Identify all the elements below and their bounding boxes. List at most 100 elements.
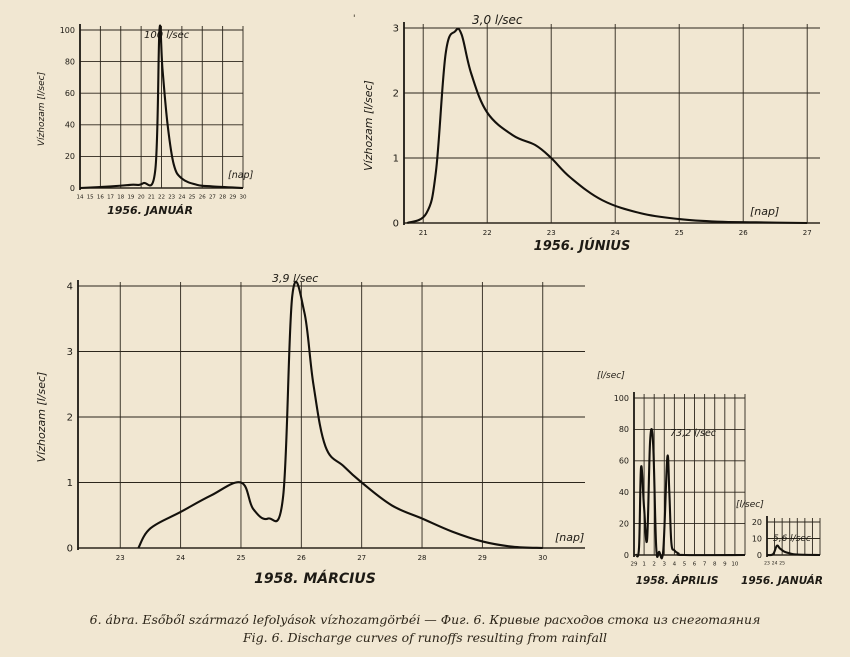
- x-tick-label: 1: [642, 562, 646, 568]
- x-tick-label: 26: [297, 554, 306, 562]
- x-tick-label: 7: [703, 562, 707, 568]
- chart-title: 1958. ÁPRILIS: [636, 574, 719, 587]
- x-tick-label: 14: [77, 195, 84, 201]
- y-tick-label: 100: [60, 26, 75, 35]
- x-tick-label: 18: [117, 195, 124, 201]
- x-tick-label: 9: [723, 562, 727, 568]
- y-tick-label: 0: [70, 184, 75, 193]
- x-tick-label: 29: [631, 562, 638, 568]
- y-tick-label: 0: [67, 544, 73, 555]
- y-axis-label: Vízhozam [l/sec]: [35, 372, 48, 463]
- x-tick-label: 30: [538, 554, 547, 562]
- x-tick-label: 19: [127, 195, 134, 201]
- y-tick-label: 4: [67, 282, 73, 293]
- x-tick-label: 26: [199, 195, 206, 201]
- y-tick-label: 1: [67, 478, 73, 489]
- series-line: [634, 428, 746, 560]
- chart-apr1958: 0 20 40 60 80 100 29 1 2 3 4 5 6 7 8 9 10 [l/sec] 1958. ÁP…: [597, 371, 746, 587]
- chart-jan1956b: 0 10 20 23 24 25 [l/sec] 1956. JANUÁR 5,6 l/sec: [736, 500, 823, 587]
- x-tick-label: 25: [237, 554, 246, 562]
- x-tick-label: 27: [209, 195, 216, 201]
- chart-title: 1958. MÁRCIUS: [254, 570, 376, 587]
- y-axis-label: Vízhozam [l/sec]: [362, 80, 375, 171]
- x-tick-label: 25: [189, 195, 196, 201]
- caption-line-1: 6. ábra. Esőből származó lefolyások vízh…: [89, 612, 761, 627]
- x-tick-label: 28: [418, 554, 427, 562]
- peak-annotation: 5,6 l/sec: [773, 534, 811, 544]
- x-tick-label: 8: [713, 562, 717, 568]
- y-tick-label: 100: [614, 394, 629, 403]
- x-tick-label: 17: [107, 195, 114, 201]
- series-line: [137, 280, 543, 550]
- x-tick-label: 6: [693, 562, 697, 568]
- chart-title: 1956. JANUÁR: [741, 574, 823, 587]
- y-axis-label: Vízhozam [l/sec]: [37, 71, 47, 146]
- peak-annotation: 73,2 l/sec: [670, 428, 717, 439]
- y-tick-label: 3: [393, 24, 399, 35]
- x-tick-label: 20: [138, 195, 145, 201]
- y-tick-label: 80: [619, 425, 629, 434]
- x-tick-label: 25: [675, 229, 684, 237]
- series-line: [766, 544, 821, 557]
- x-tick-label: 5: [683, 562, 687, 568]
- x-tick-label: 25: [779, 561, 785, 567]
- chart-title: 1956. JANUÁR: [107, 204, 193, 217]
- y-tick-label: 0: [393, 219, 399, 230]
- x-tick-label: 27: [357, 554, 366, 562]
- y-tick-label: 20: [752, 518, 762, 527]
- x-tick-label: 16: [97, 195, 104, 201]
- series-line: [79, 24, 244, 190]
- x-tick-label: 4: [673, 562, 677, 568]
- series-line: [406, 27, 808, 225]
- x-tick-label: 23: [168, 195, 175, 201]
- x-tick-label: 2: [652, 562, 656, 568]
- x-tick-label: 21: [148, 195, 155, 201]
- peak-annotation: 3,9 l/sec: [272, 272, 318, 285]
- y-tick-label: 10: [752, 534, 762, 543]
- y-tick-label: 1: [393, 154, 399, 165]
- y-tick-label: 40: [619, 488, 629, 497]
- y-tick-label: 20: [65, 152, 75, 161]
- chart-title: 1956. JÚNIUS: [534, 238, 631, 254]
- figure-dot: ': [353, 14, 356, 24]
- x-tick-label: 29: [478, 554, 487, 562]
- y-tick-label: 60: [65, 89, 75, 98]
- peak-annotation: 3,0 l/sec: [472, 13, 523, 27]
- x-tick-label: 22: [158, 195, 165, 201]
- x-tick-label: 24: [611, 229, 620, 237]
- x-tick-label: 30: [240, 195, 247, 201]
- y-tick-label: 80: [65, 57, 75, 66]
- y-tick-label: 2: [67, 413, 73, 424]
- y-tick-label: 20: [619, 519, 629, 528]
- x-tick-label: 27: [803, 229, 812, 237]
- x-tick-label: 23: [116, 554, 125, 562]
- y-axis-label: [l/sec]: [597, 371, 625, 381]
- x-tick-label: 10: [731, 562, 738, 568]
- caption-line-2: Fig. 6. Discharge curves of runoffs resu…: [242, 630, 608, 645]
- x-tick-label: 28: [219, 195, 226, 201]
- x-tick-label: 24: [178, 195, 185, 201]
- x-tick-label: 26: [739, 229, 748, 237]
- y-tick-label: 0: [624, 551, 629, 560]
- y-tick-label: 60: [619, 457, 629, 466]
- peak-annotation: 100 l/sec: [144, 30, 190, 41]
- x-axis-label: [nap]: [555, 531, 584, 544]
- x-tick-label: 29: [229, 195, 236, 201]
- y-tick-label: 40: [65, 121, 75, 130]
- x-tick-label: 3: [663, 562, 667, 568]
- x-tick-label: 23: [547, 229, 556, 237]
- y-tick-label: 0: [757, 551, 762, 560]
- x-tick-label: 15: [87, 195, 94, 201]
- y-tick-label: 3: [67, 347, 73, 358]
- x-tick-label: 23: [764, 561, 770, 567]
- x-tick-label: 24: [772, 561, 778, 567]
- x-tick-label: 24: [176, 554, 185, 562]
- y-tick-label: 2: [393, 89, 399, 100]
- x-tick-label: 22: [483, 229, 492, 237]
- x-tick-label: 21: [419, 229, 428, 237]
